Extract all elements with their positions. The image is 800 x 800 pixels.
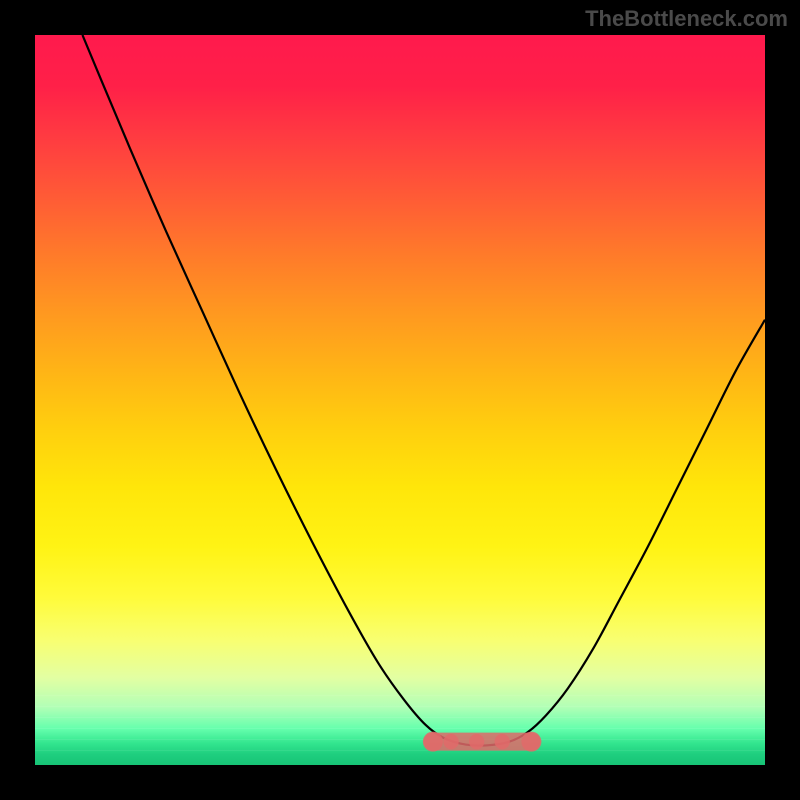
v-curve xyxy=(82,35,765,746)
trough-marker-right-cap xyxy=(521,732,541,752)
trough-marker-left-cap xyxy=(423,732,443,752)
chart-svg xyxy=(0,0,800,800)
chart-frame: TheBottleneck.com xyxy=(0,0,800,800)
trough-marker-bump xyxy=(443,734,458,749)
trough-marker-bump xyxy=(469,734,484,749)
trough-marker-bump xyxy=(495,734,510,749)
watermark-text: TheBottleneck.com xyxy=(585,6,788,32)
